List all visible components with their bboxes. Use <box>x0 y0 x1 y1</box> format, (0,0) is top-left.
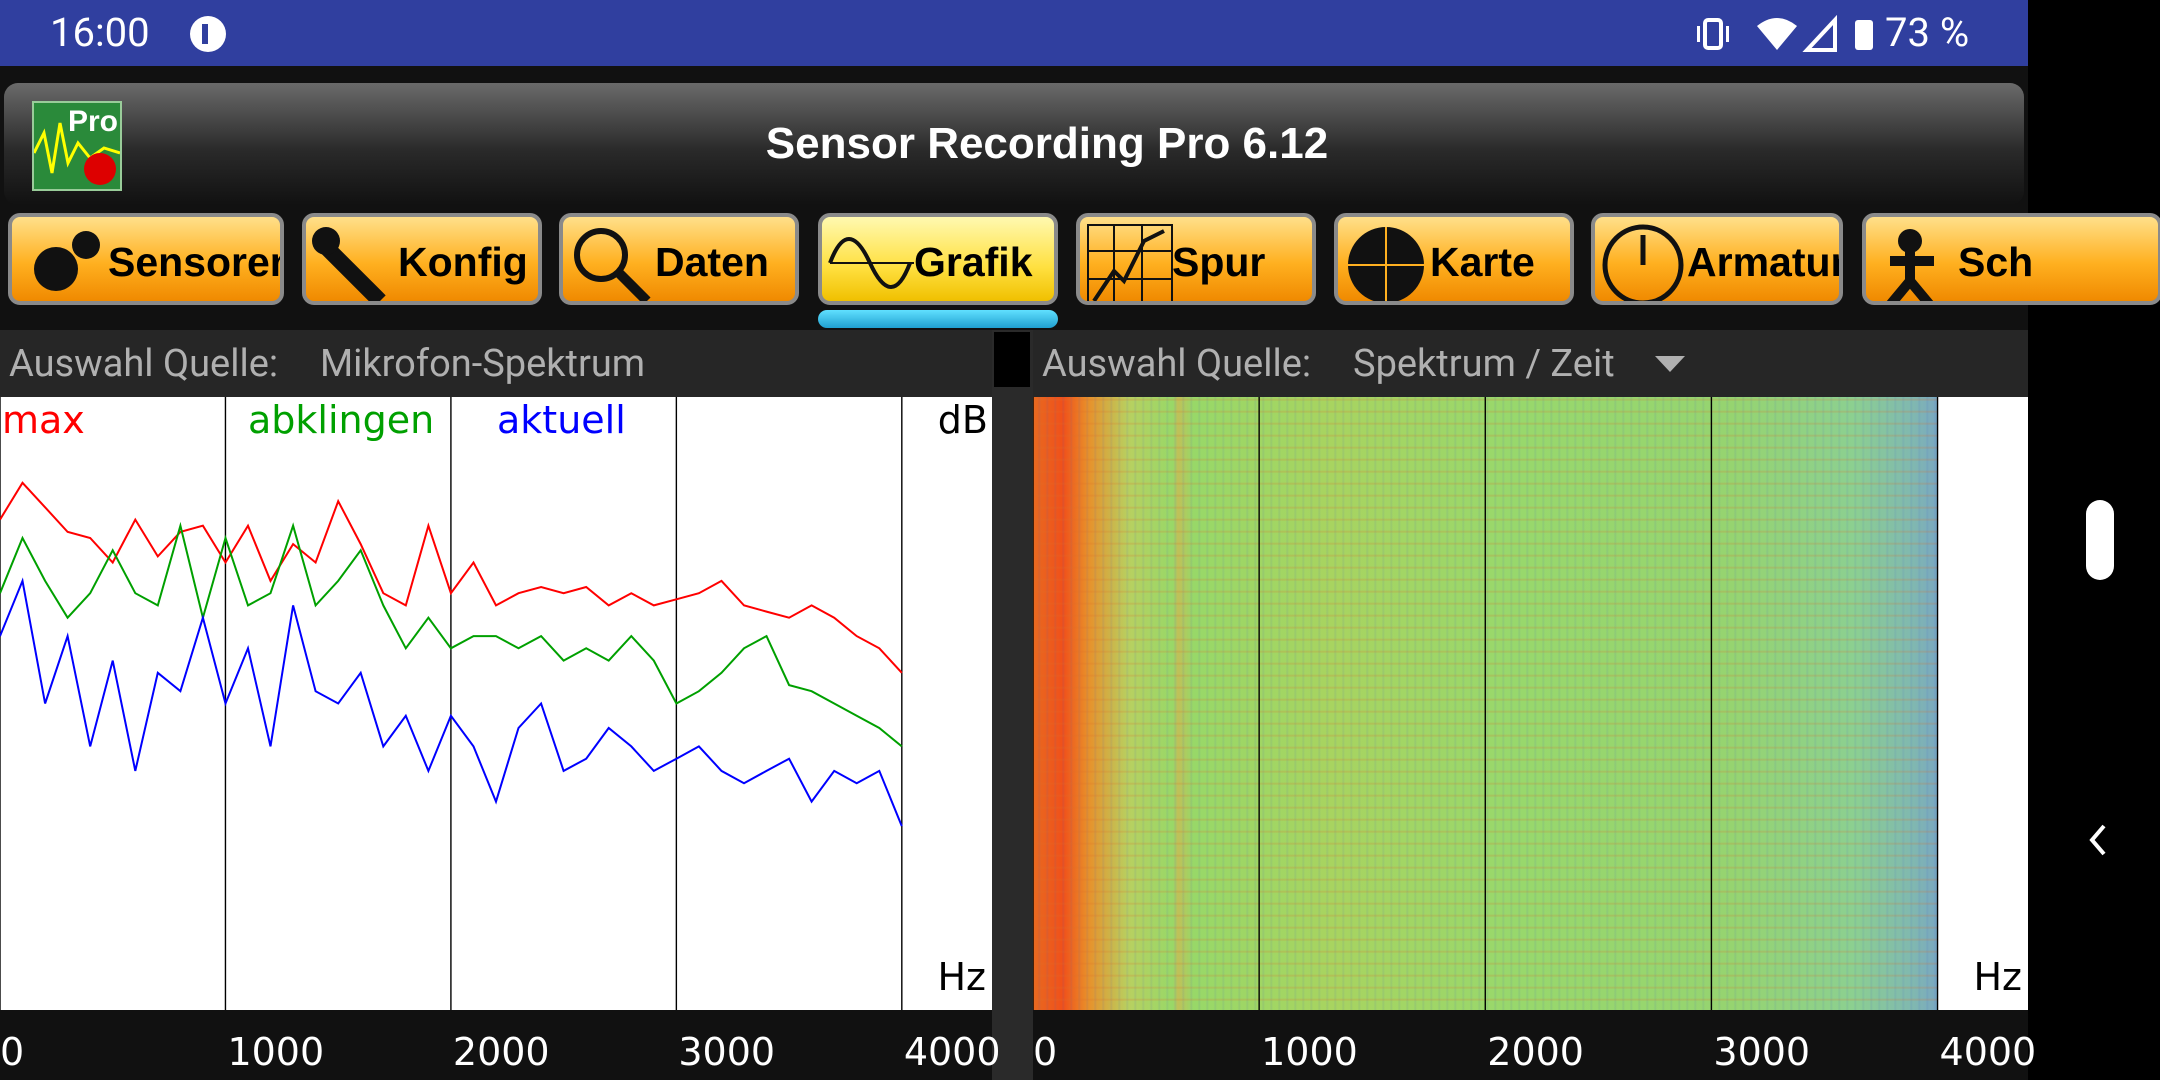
source-selector[interactable]: Auswahl Quelle: Spektrum / Zeit <box>1033 330 2028 397</box>
tab-icon <box>1602 224 1684 301</box>
spectrogram-chart: Hz <box>1033 397 2028 1010</box>
tab-label: Sch <box>1958 239 2034 285</box>
tab-label: Grafik <box>914 239 1033 285</box>
battery-level: 73 % <box>1885 9 1970 56</box>
legend-label: aktuell <box>497 398 626 442</box>
y-axis-label: dB <box>938 398 988 442</box>
tab-label: Sensoren <box>108 239 284 285</box>
spectrum-chart: Hz max abklingen aktuell dB <box>0 397 992 1010</box>
x-tick-label: 4000 <box>903 1030 1001 1074</box>
x-tick-label: 4000 <box>1939 1030 2037 1074</box>
tab-indicator <box>818 310 1058 328</box>
spectrogram-overlay: Hz <box>1033 397 2022 1010</box>
x-tick-label: 1000 <box>227 1030 325 1074</box>
legend-label: abklingen <box>248 398 434 442</box>
divider <box>992 330 1033 1080</box>
status-bar: 16:00 73 % <box>0 0 2028 66</box>
tab[interactable]: Armatur <box>1591 213 1843 305</box>
tab-icon <box>312 227 386 301</box>
tab[interactable]: Sch <box>1862 213 2160 305</box>
tab-icon <box>1087 224 1173 301</box>
tab[interactable]: Sensoren <box>8 213 284 305</box>
x-tick-label: 2000 <box>452 1030 550 1074</box>
navigation-bar <box>2028 0 2160 1080</box>
spectrum-line <box>0 577 903 827</box>
tab-icon <box>34 231 100 291</box>
app-title: Sensor Recording Pro 6.12 <box>765 119 1329 168</box>
x-axis-label: Hz <box>1973 955 2022 999</box>
source-label: Auswahl Quelle: <box>1042 342 1312 386</box>
tab[interactable]: Karte <box>1334 213 1574 305</box>
x-tick-label: 0 <box>1033 1030 1058 1074</box>
tab-label: Armatur <box>1687 239 1843 285</box>
logo-text: Pro <box>68 105 119 138</box>
tab[interactable]: Spur <box>1076 213 1316 305</box>
tab-label: Daten <box>655 239 769 285</box>
x-tick-label: 0 <box>0 1030 25 1074</box>
dropdown-arrow[interactable] <box>1653 354 1687 374</box>
tab-label: Konfig <box>398 239 528 285</box>
x-tick-label: 1000 <box>1261 1030 1358 1074</box>
x-tick-label: 3000 <box>678 1030 776 1074</box>
tab[interactable]: Konfig <box>302 213 542 305</box>
app-logo[interactable]: Pro <box>32 101 122 191</box>
divider-handle <box>994 332 1030 387</box>
notification-icon <box>190 16 226 52</box>
clock: 16:00 <box>50 9 150 56</box>
spectrum-line <box>0 481 903 674</box>
app-bar: Pro Sensor Recording Pro 6.12 <box>4 83 2024 205</box>
tab-icon <box>574 228 651 301</box>
tab[interactable]: Grafik <box>818 213 1058 305</box>
source-value: Mikrofon-Spektrum <box>320 342 646 386</box>
tab-icon <box>1348 227 1424 301</box>
tab-label: Spur <box>1172 239 1266 285</box>
source-selector[interactable]: Auswahl Quelle: Mikrofon-Spektrum <box>0 330 992 397</box>
tab-icon <box>1886 229 1934 301</box>
spectrum-line <box>0 521 903 748</box>
tab-icon <box>828 237 914 289</box>
x-tick-label: 2000 <box>1487 1030 1584 1074</box>
tab[interactable]: Daten <box>559 213 799 305</box>
nav-handle[interactable] <box>2086 500 2114 580</box>
x-axis-label: Hz <box>937 955 986 999</box>
tab-label: Karte <box>1430 239 1535 285</box>
status-icons <box>1697 14 1873 52</box>
legend-label: max <box>2 398 85 442</box>
x-tick-label: 3000 <box>1713 1030 1811 1074</box>
back-button[interactable] <box>2084 820 2114 860</box>
source-label: Auswahl Quelle: <box>9 342 279 386</box>
source-value: Spektrum / Zeit <box>1353 342 1615 386</box>
